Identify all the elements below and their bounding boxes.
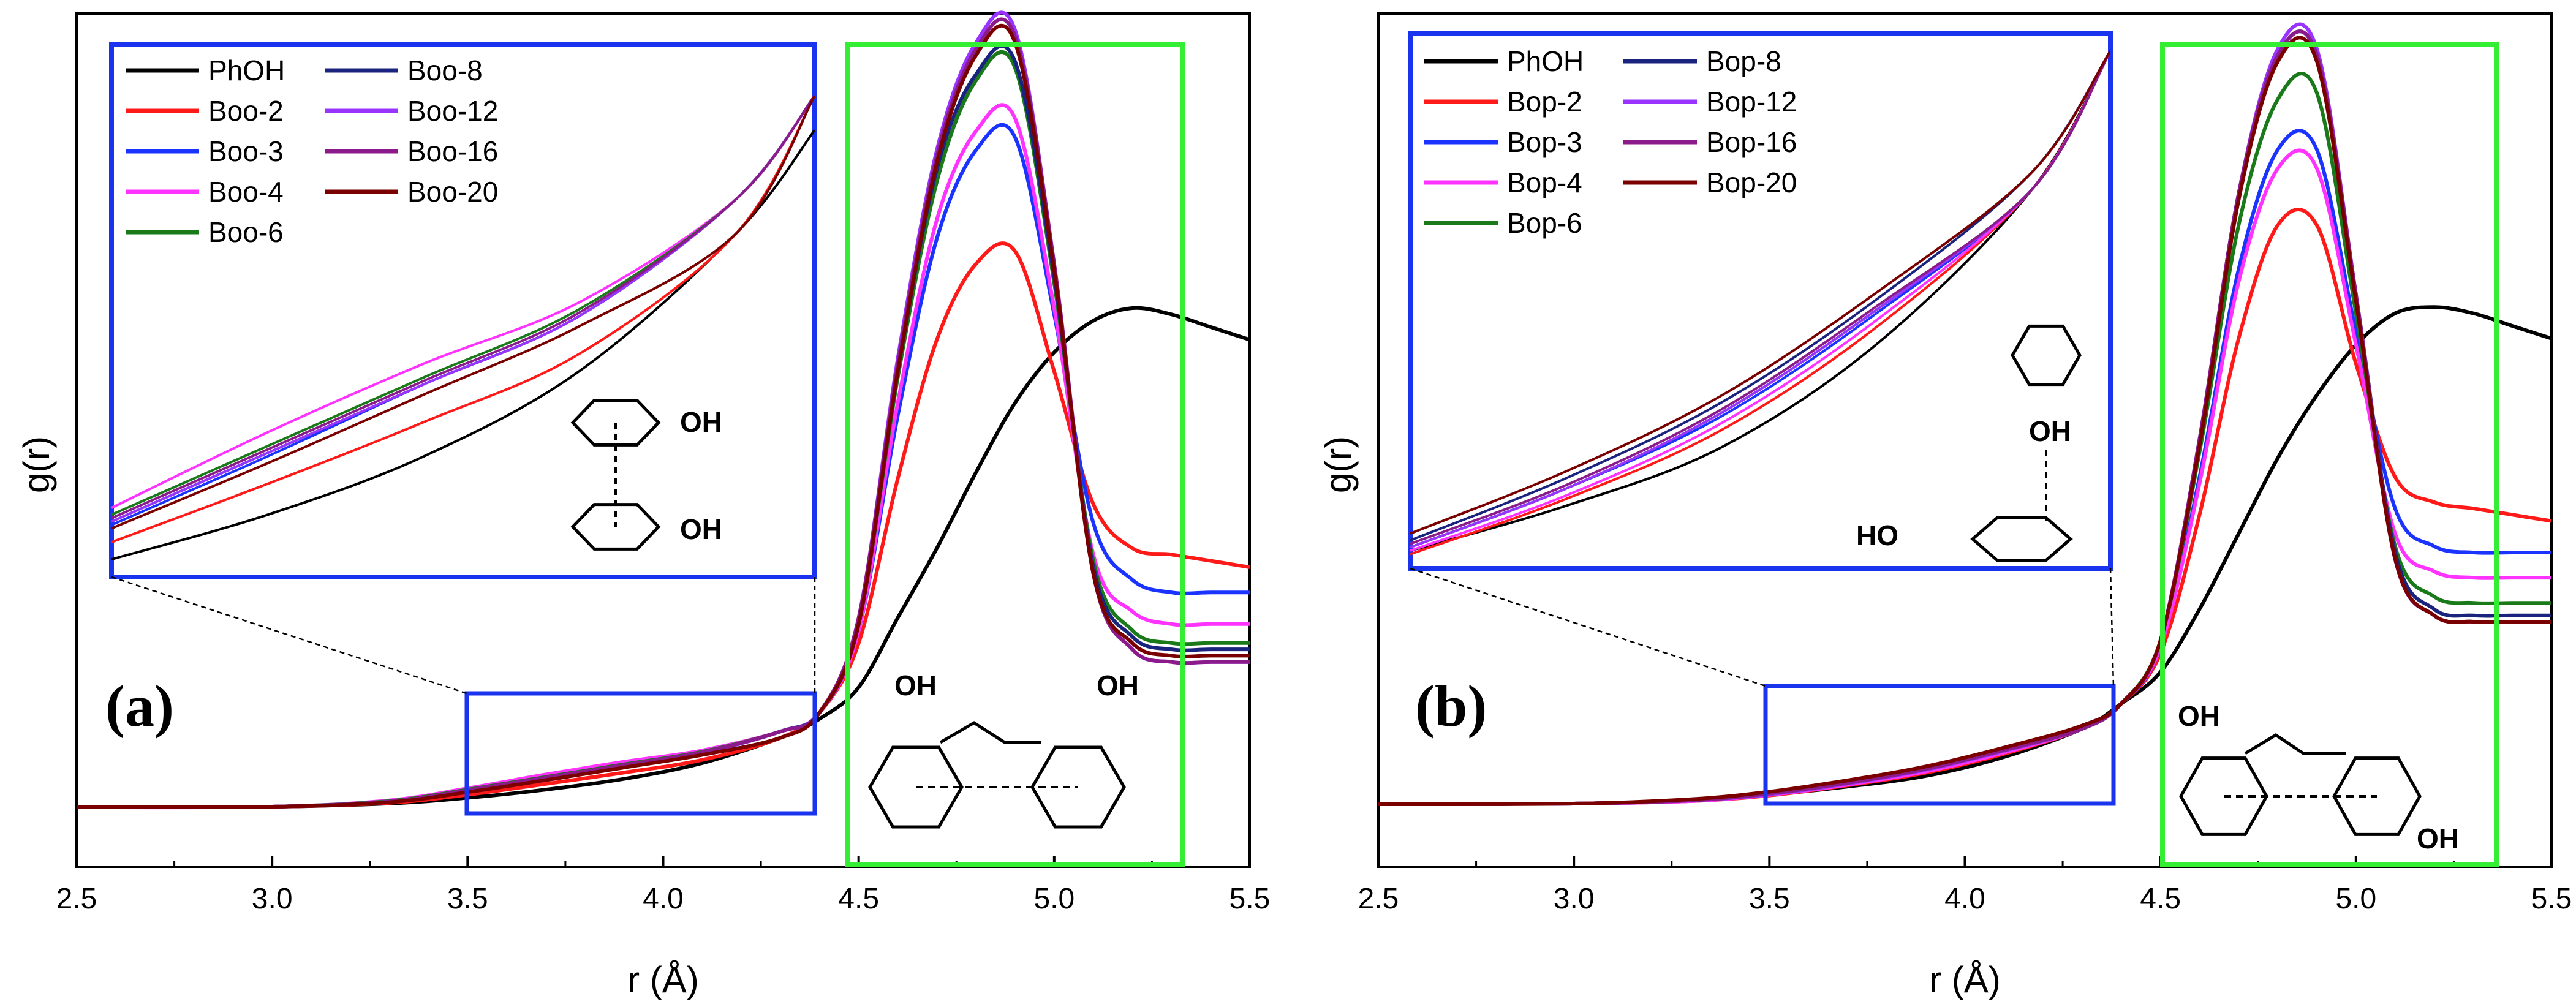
- legend-label: Boo-3: [208, 135, 284, 167]
- x-tick-label: 3.5: [447, 883, 488, 915]
- x-tick-label: 4.0: [1944, 883, 1985, 915]
- inset-box: [1408, 31, 2113, 571]
- x-tick-label: 5.0: [2335, 883, 2376, 915]
- inset-line-boo-16: [111, 94, 815, 519]
- x-tick-label: 3.0: [252, 883, 293, 915]
- x-tick-label: 2.5: [56, 883, 97, 915]
- x-tick-label: 3.0: [1554, 883, 1595, 915]
- legend-label: Boo-20: [407, 176, 498, 208]
- x-axis-label: r (Å): [1929, 959, 2001, 1000]
- legend-label: PhOH: [1507, 45, 1584, 77]
- legend-label: Boo-6: [208, 216, 284, 248]
- legend-label: Boo-4: [208, 176, 284, 208]
- oh-label: OH: [680, 513, 722, 545]
- legend-label: Bop-8: [1706, 45, 1781, 77]
- x-tick-label: 4.5: [838, 883, 879, 915]
- x-tick-label: 4.5: [2140, 883, 2181, 915]
- y-axis-label: g(r): [1318, 436, 1359, 493]
- x-tick-label: 3.5: [1749, 883, 1790, 915]
- benzene-ring-icon: [2011, 324, 2082, 387]
- oh-label: OH: [1097, 669, 1139, 701]
- x-axis-label: r (Å): [627, 959, 699, 1000]
- oh-label: OH: [2178, 700, 2220, 732]
- series-line-boo-2: [76, 241, 1250, 809]
- x-tick-label: 5.5: [1229, 883, 1271, 915]
- legend-label: PhOH: [208, 55, 285, 86]
- molecule-structure: OH HO OH OH: [1856, 324, 2459, 854]
- legend-label: Bop-6: [1507, 207, 1582, 239]
- molecule-structure: OH OH OH OH: [570, 399, 1139, 829]
- x-tick-label: 4.0: [643, 883, 684, 915]
- benzene-ring-icon: [570, 503, 661, 551]
- zoom-connector-line: [1410, 567, 1766, 687]
- zoom-region-box: [1763, 684, 2116, 806]
- legend-label: Boo-2: [208, 95, 284, 127]
- inset-line-bop-20: [1410, 50, 2110, 535]
- peak-highlight-box: [845, 42, 1185, 867]
- benzene-ring-icon: [868, 745, 964, 829]
- methylene-bridge: [939, 721, 1041, 744]
- inset-line-boo-20: [111, 95, 815, 530]
- zoom-connector-line: [111, 576, 467, 695]
- legend-label: Boo-8: [407, 55, 483, 86]
- inset-curves: [1410, 50, 2110, 556]
- oh-label: OH: [680, 406, 722, 438]
- ho-label: HO: [1856, 519, 1898, 551]
- legend-label: Bop-3: [1507, 126, 1582, 158]
- benzene-ring-icon: [2179, 756, 2268, 836]
- benzene-ring-icon: [570, 399, 661, 447]
- legend-label: Bop-16: [1706, 126, 1797, 158]
- chart-panel-b: 2.5 3.0 3.5 4.0 4.5 5.0 5.5 r (Å) g(r) PhOH Bop-2 B…: [1318, 12, 2572, 1000]
- panel-label: (a): [105, 673, 174, 739]
- peak-highlight-box: [2160, 42, 2499, 867]
- oh-label: OH: [2417, 823, 2459, 854]
- x-tick-label: 2.5: [1358, 883, 1399, 915]
- x-tick-label: 5.0: [1033, 883, 1075, 915]
- chart-panel-a: 2.5 3.0 3.5 4.0 4.5 5.0 5.5 r (Å) g(r) PhOH Boo-2 B…: [16, 10, 1271, 1000]
- inset-curves: [111, 94, 815, 561]
- zoom-connector-line: [2109, 568, 2115, 687]
- legend-label: Bop-2: [1507, 86, 1582, 118]
- zoom-region-box: [464, 691, 817, 816]
- panel-label: (b): [1415, 673, 1487, 739]
- legend-label: Bop-20: [1706, 167, 1797, 198]
- inset-line-bop-16: [1410, 50, 2110, 545]
- oh-label: OH: [894, 669, 937, 701]
- benzene-ring-icon: [1970, 516, 2073, 562]
- series-line-bop-20: [1378, 36, 2551, 806]
- legend-label: Boo-12: [407, 95, 498, 127]
- y-axis-label: g(r): [16, 436, 57, 493]
- legend-label: Bop-12: [1706, 86, 1797, 118]
- inset-box: [109, 42, 817, 579]
- oh-label: OH: [2029, 415, 2071, 447]
- legend-label: Bop-4: [1507, 167, 1582, 198]
- legend-label: Boo-16: [407, 135, 498, 167]
- methylene-bridge: [2244, 733, 2346, 755]
- x-tick-label: 5.5: [2531, 883, 2572, 915]
